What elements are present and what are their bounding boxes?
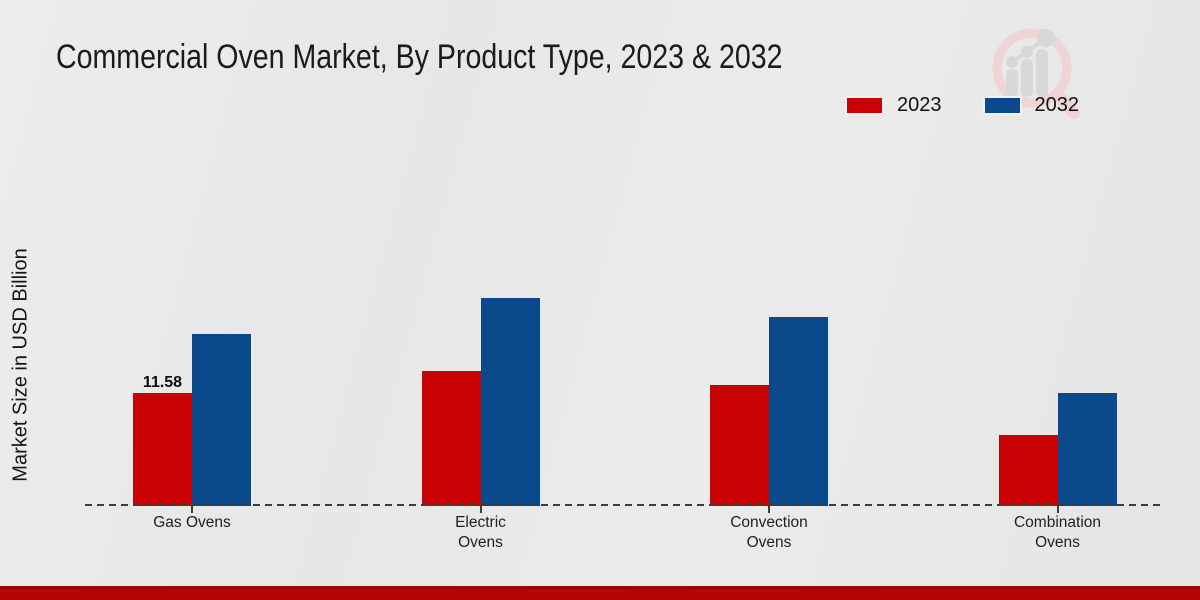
legend-label-2023: 2023 [897, 93, 942, 116]
category-label-convection-ovens: Convection Ovens [730, 514, 808, 551]
legend-swatch-2032 [982, 95, 1022, 115]
legend-label-2032: 2032 [1034, 93, 1080, 116]
x-axis-tick-gas-ovens [191, 506, 193, 513]
category-label-gas-ovens: Gas Ovens [153, 514, 231, 531]
bar-2023-gas-ovens [133, 393, 192, 506]
bar-2032-convection-ovens [769, 317, 828, 506]
bar-2032-electric-ovens [480, 298, 540, 506]
footer-accent-bar [0, 586, 1200, 600]
bar-2023-electric-ovens [421, 371, 481, 506]
bar-2023-convection-ovens [710, 385, 769, 506]
x-axis-tick-combination-ovens [1056, 506, 1059, 513]
x-axis-dashed-baseline [85, 504, 1164, 506]
legend: 2023 2032 [845, 93, 1107, 117]
bar-2032-gas-ovens [192, 334, 251, 506]
bar-value-label: 11.58 [142, 374, 183, 391]
category-label-electric-ovens: Electric Ovens [455, 514, 506, 551]
chart-title: Commercial Oven Market, By Product Type,… [56, 38, 783, 76]
category-label-combination-ovens: Combination Ovens [1013, 514, 1102, 551]
bar-2032-combination-ovens [1057, 393, 1117, 506]
legend-swatch-2023 [845, 95, 884, 115]
legend-item-2032: 2032 [982, 93, 1108, 117]
x-axis-tick-electric-ovens [479, 506, 482, 513]
legend-item-2023: 2023 [845, 94, 970, 117]
x-axis-tick-convection-ovens [768, 506, 770, 513]
bar-2023-combination-ovens [998, 435, 1058, 506]
magnifier-bar-chart-logo-icon [992, 28, 1080, 119]
